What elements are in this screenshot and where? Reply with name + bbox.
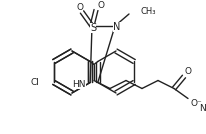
Text: N: N [113, 22, 120, 32]
Text: O: O [184, 67, 191, 76]
Text: HN: HN [72, 80, 85, 89]
Text: S: S [89, 23, 96, 33]
Text: CH₃: CH₃ [140, 7, 156, 16]
Text: Cl: Cl [31, 78, 40, 87]
Text: O: O [97, 1, 104, 10]
Text: O⁻: O⁻ [189, 99, 201, 108]
Text: Na⁺: Na⁺ [199, 104, 206, 113]
Text: O: O [76, 3, 83, 12]
